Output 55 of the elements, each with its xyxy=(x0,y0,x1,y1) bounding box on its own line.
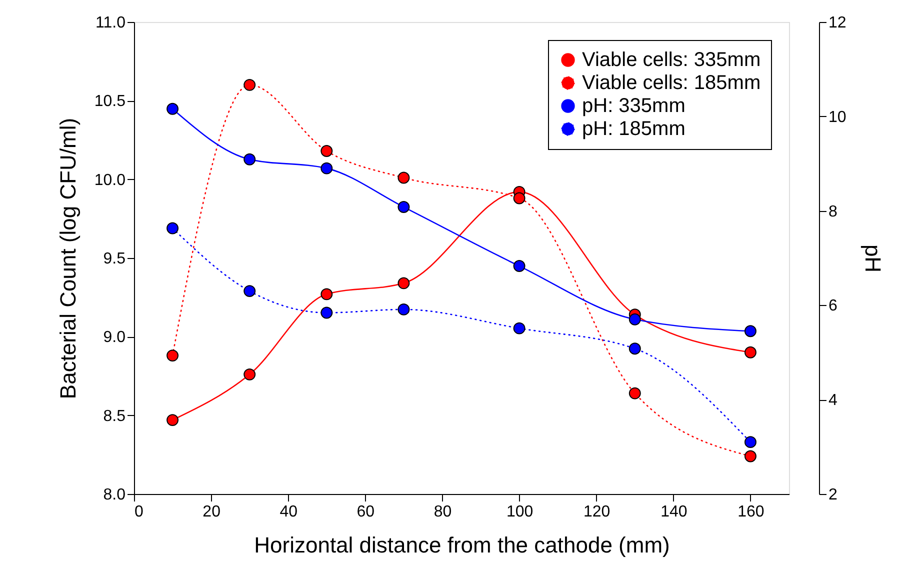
point xyxy=(166,414,179,426)
point xyxy=(744,325,756,338)
x-tick-label: 160 xyxy=(738,504,764,520)
point xyxy=(628,387,641,400)
point xyxy=(513,322,526,334)
point xyxy=(320,288,333,300)
y2-tick-label: 4 xyxy=(828,392,838,410)
y-tick-label: 10.5 xyxy=(94,93,126,110)
point xyxy=(244,285,256,298)
x-tick-label: 20 xyxy=(202,504,221,520)
point xyxy=(744,436,756,448)
y2-tick-label: 12 xyxy=(828,14,846,32)
y2-tick-label: 2 xyxy=(828,486,838,504)
x-axis-title: Horizontal distance from the cathode (mm) xyxy=(254,532,670,558)
point xyxy=(244,153,256,166)
legend-label: pH: 335mm xyxy=(582,95,686,117)
y-tick-label: 11.0 xyxy=(96,14,126,32)
point xyxy=(244,368,256,380)
x-tick-label: 80 xyxy=(434,504,452,520)
point xyxy=(398,303,410,316)
y2-tick-label: 6 xyxy=(828,298,838,315)
point xyxy=(513,260,526,272)
legend-label: Viable cells: 185mm xyxy=(582,72,761,94)
point xyxy=(166,102,179,115)
x-tick-label: 140 xyxy=(660,504,688,520)
x-tick-label: 120 xyxy=(584,504,610,520)
point xyxy=(320,306,333,319)
point xyxy=(320,162,333,174)
point xyxy=(398,277,410,290)
point xyxy=(166,350,179,362)
point xyxy=(398,201,410,213)
y-tick-label: 8.5 xyxy=(103,408,126,425)
x-tick-label: 0 xyxy=(134,504,144,520)
point xyxy=(744,346,756,358)
x-tick-label: 40 xyxy=(280,504,298,520)
y-tick-label: 9.0 xyxy=(103,329,126,346)
y-tick-label: 8.0 xyxy=(103,486,126,504)
point xyxy=(244,78,256,91)
legend-label: Viable cells: 335mm xyxy=(582,49,761,71)
point xyxy=(166,222,179,234)
legend-label: pH: 185mm xyxy=(582,118,686,140)
y-axis-title: Bacterial Count (log CFU/ml) xyxy=(55,118,80,400)
y-tick-label: 10.0 xyxy=(94,172,126,189)
point xyxy=(513,192,526,204)
point xyxy=(320,145,333,157)
point xyxy=(744,450,756,462)
y2-axis-title: pH xyxy=(860,244,886,273)
point xyxy=(398,172,410,184)
y2-tick-label: 8 xyxy=(828,203,838,220)
point xyxy=(628,313,641,326)
x-tick-label: 100 xyxy=(506,504,534,520)
y-tick-label: 9.5 xyxy=(103,250,126,268)
y2-tick-label: 10 xyxy=(828,108,846,126)
x-tick-label: 60 xyxy=(356,504,375,520)
point xyxy=(628,342,641,355)
